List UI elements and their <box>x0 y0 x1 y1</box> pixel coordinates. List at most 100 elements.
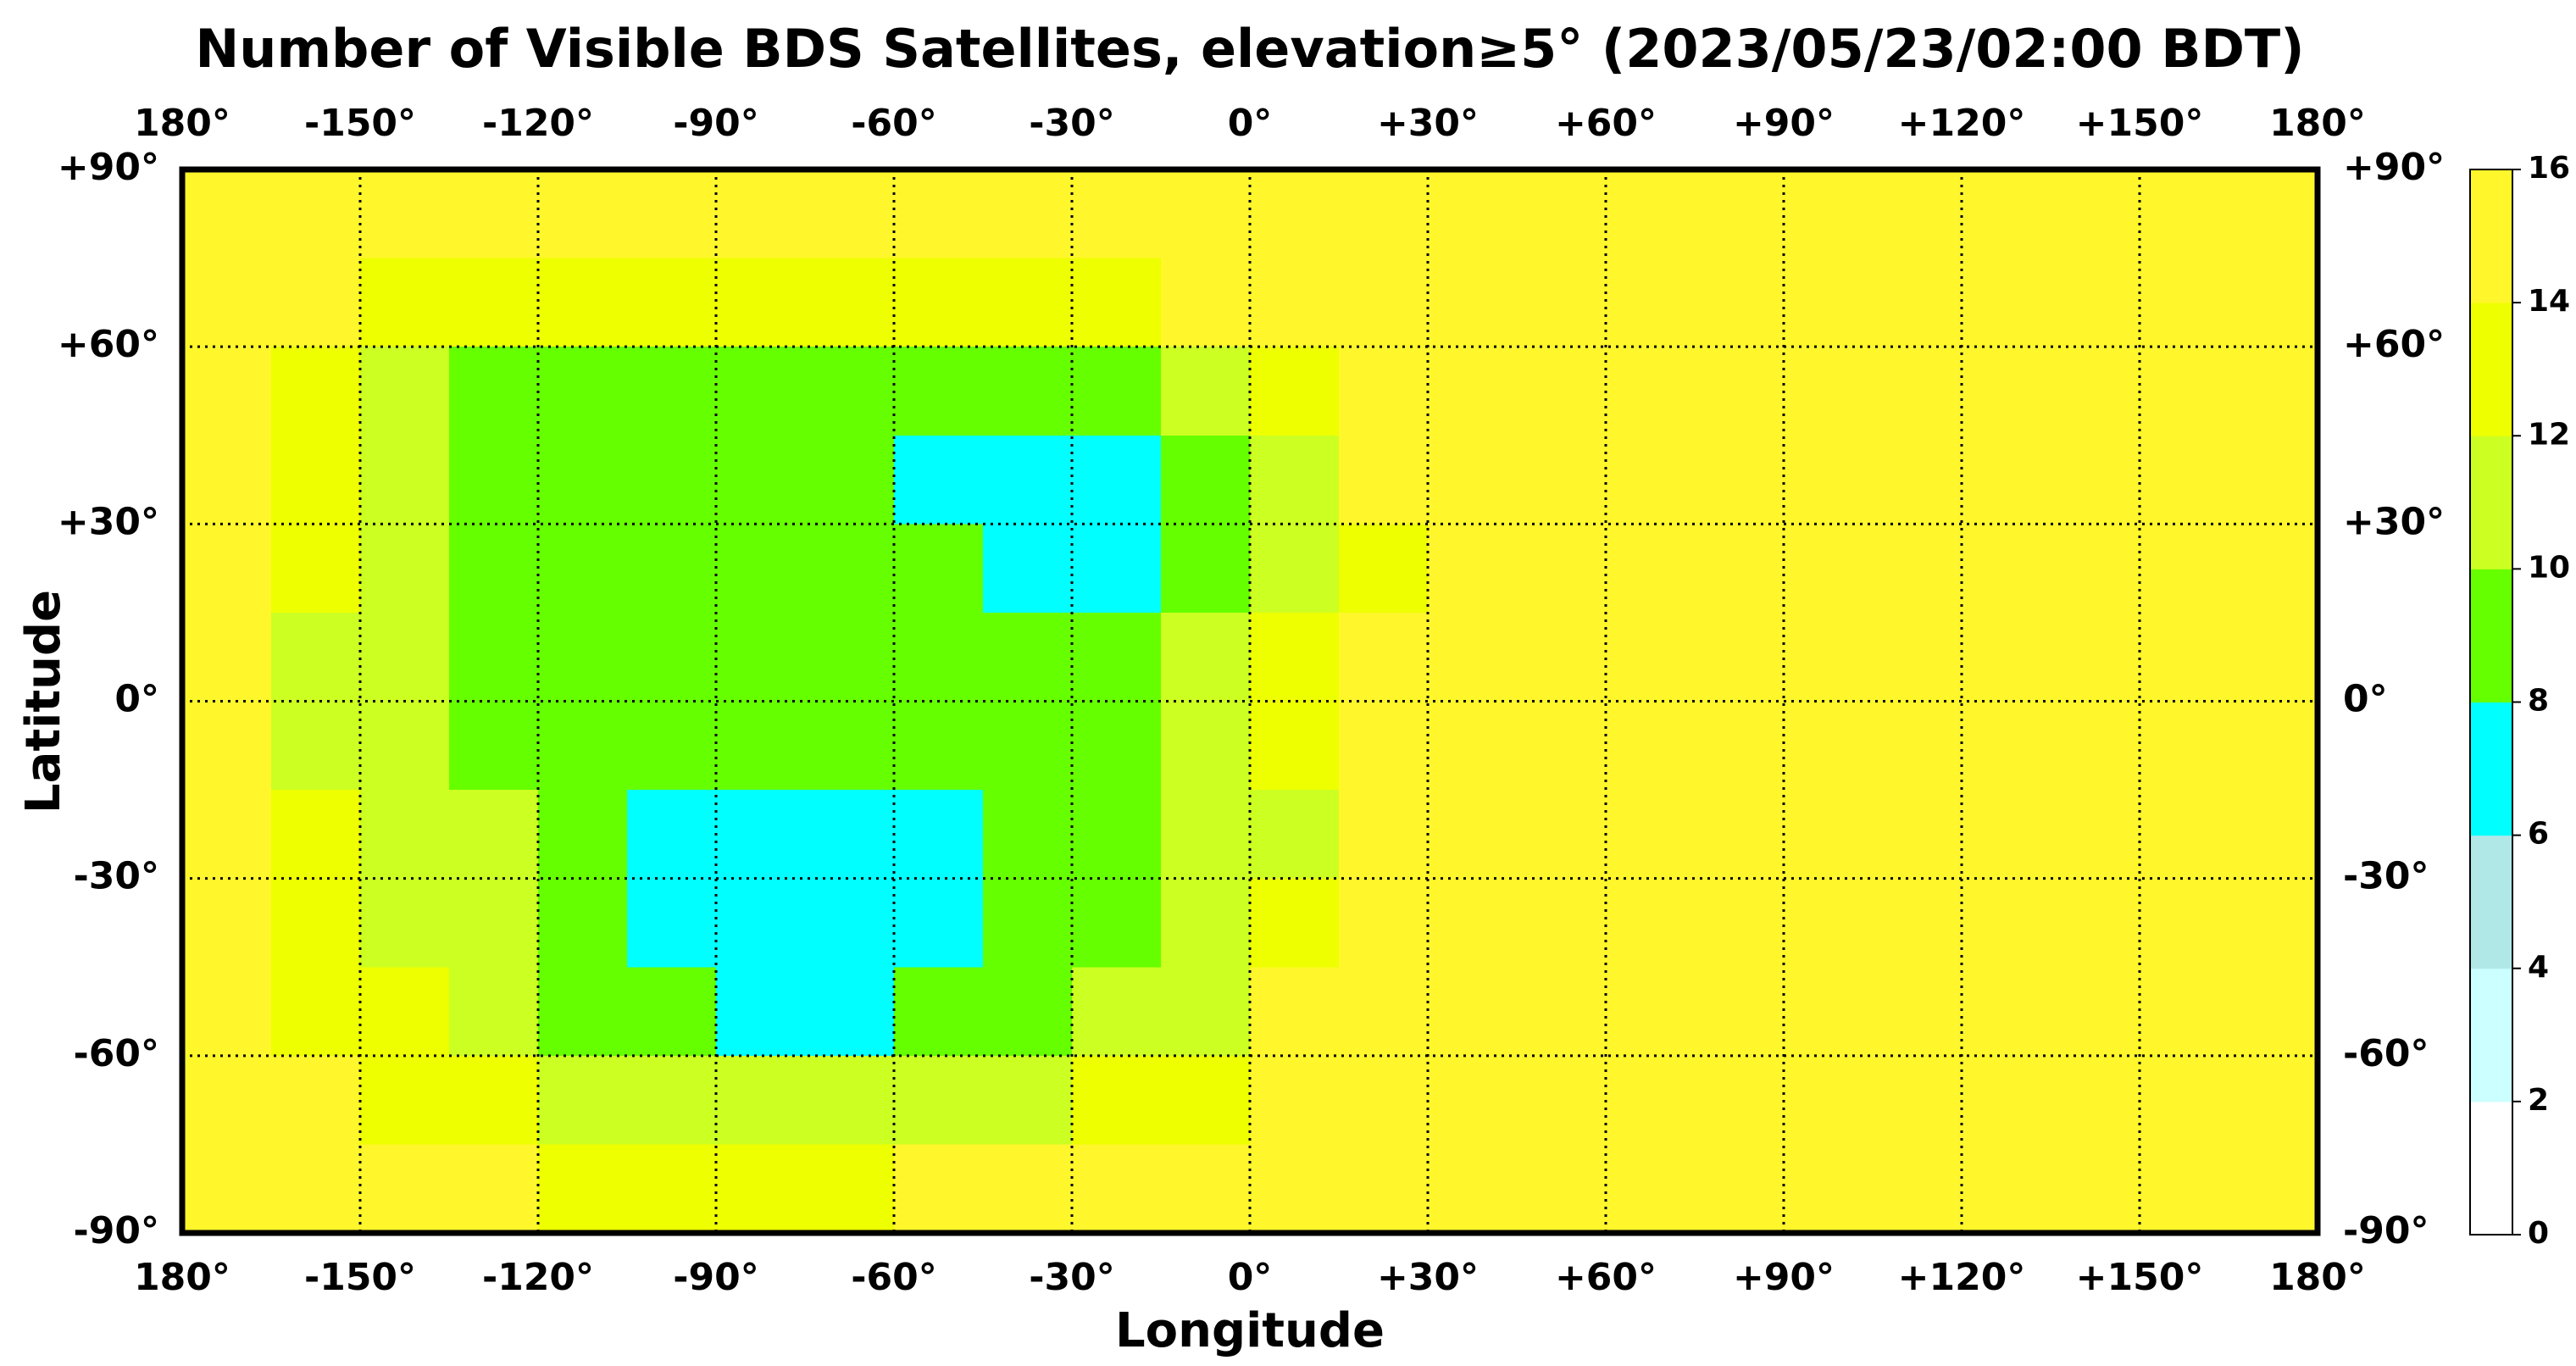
cell <box>1161 524 1251 614</box>
cell <box>1606 878 1696 968</box>
cell <box>271 612 361 702</box>
y-tick-label: 0° <box>114 678 159 721</box>
cell <box>1339 878 1429 968</box>
cell <box>1517 790 1607 880</box>
cell <box>2051 258 2140 347</box>
cell <box>1695 169 1785 259</box>
cell <box>1784 258 1874 347</box>
colorbar-tick-label: 12 <box>2528 417 2570 452</box>
cell <box>538 435 628 525</box>
cell <box>449 524 539 614</box>
cell <box>538 169 628 259</box>
cell <box>627 347 717 436</box>
cell <box>805 258 895 347</box>
cell <box>449 258 539 347</box>
cell <box>1695 612 1785 702</box>
cell <box>2140 169 2229 259</box>
cell <box>1606 1144 1696 1234</box>
x-tick-label: +90° <box>1733 102 1835 145</box>
cell <box>1072 612 1162 702</box>
cell <box>716 1144 806 1234</box>
cell <box>1250 1055 1340 1145</box>
cell <box>1072 878 1162 968</box>
y-tick-label: +60° <box>58 323 159 366</box>
cell <box>716 878 806 968</box>
cell <box>627 258 717 347</box>
cell <box>1695 1144 1785 1234</box>
cell <box>2140 701 2229 791</box>
cell <box>894 878 984 968</box>
colorbar-tick-label: 0 <box>2528 1216 2549 1251</box>
cell <box>1072 169 1162 259</box>
cell <box>627 790 717 880</box>
cell <box>1428 435 1518 525</box>
cell <box>627 701 717 791</box>
cell <box>271 1144 361 1234</box>
colorbar-tick-label: 16 <box>2528 151 2570 186</box>
cell <box>1250 258 1340 347</box>
cell <box>1784 347 1874 436</box>
cell <box>2229 1055 2318 1145</box>
cell <box>1339 435 1429 525</box>
cell <box>1250 347 1340 436</box>
cell <box>1784 1144 1874 1234</box>
cell <box>1161 1144 1251 1234</box>
cell <box>716 435 806 525</box>
cell <box>1962 701 2051 791</box>
cell <box>1428 612 1518 702</box>
cell <box>1784 701 1874 791</box>
cell <box>182 701 272 791</box>
cell <box>182 967 272 1057</box>
cell <box>1695 1055 1785 1145</box>
cell <box>1517 1144 1607 1234</box>
cell <box>1428 701 1518 791</box>
cell <box>627 1055 717 1145</box>
colorbar-tick-label: 14 <box>2528 284 2570 319</box>
cell <box>805 435 895 525</box>
cell <box>983 1144 1073 1234</box>
cell <box>894 524 984 614</box>
cell <box>1072 701 1162 791</box>
y-tick-label: +90° <box>58 146 159 189</box>
x-tick-label: -120° <box>482 102 594 145</box>
y-axis-label: Latitude <box>16 590 71 813</box>
cell <box>1695 878 1785 968</box>
cell <box>716 258 806 347</box>
cell <box>182 347 272 436</box>
cell <box>716 701 806 791</box>
cell <box>2140 790 2229 880</box>
cell <box>2051 347 2140 436</box>
cell <box>2229 612 2318 702</box>
cell <box>2229 790 2318 880</box>
cell <box>360 790 450 880</box>
cell <box>1962 258 2051 347</box>
cell <box>1962 347 2051 436</box>
cell <box>805 1144 895 1234</box>
cell <box>182 258 272 347</box>
cell <box>1784 435 1874 525</box>
cell <box>1517 967 1607 1057</box>
colorbar-swatch <box>2470 1101 2512 1236</box>
cell <box>538 1055 628 1145</box>
x-tick-label: -150° <box>304 102 416 145</box>
y-tick-label: -30° <box>74 855 160 898</box>
cell <box>1695 524 1785 614</box>
cell <box>1695 967 1785 1057</box>
cell <box>182 1144 272 1234</box>
cell <box>805 701 895 791</box>
cell <box>1339 1055 1429 1145</box>
x-tick-label: +30° <box>1377 102 1479 145</box>
colorbar-swatch <box>2470 436 2512 569</box>
cell <box>1784 612 1874 702</box>
cell <box>894 790 984 880</box>
cell <box>1606 258 1696 347</box>
cell <box>983 790 1073 880</box>
cell <box>2140 435 2229 525</box>
cell <box>894 258 984 347</box>
x-tick-label: -30° <box>1029 1256 1115 1299</box>
colorbar-tick-label: 4 <box>2528 950 2549 985</box>
cell <box>538 878 628 968</box>
cell <box>2051 169 2140 259</box>
cell <box>1873 878 1963 968</box>
x-tick-label: +30° <box>1377 1256 1479 1299</box>
